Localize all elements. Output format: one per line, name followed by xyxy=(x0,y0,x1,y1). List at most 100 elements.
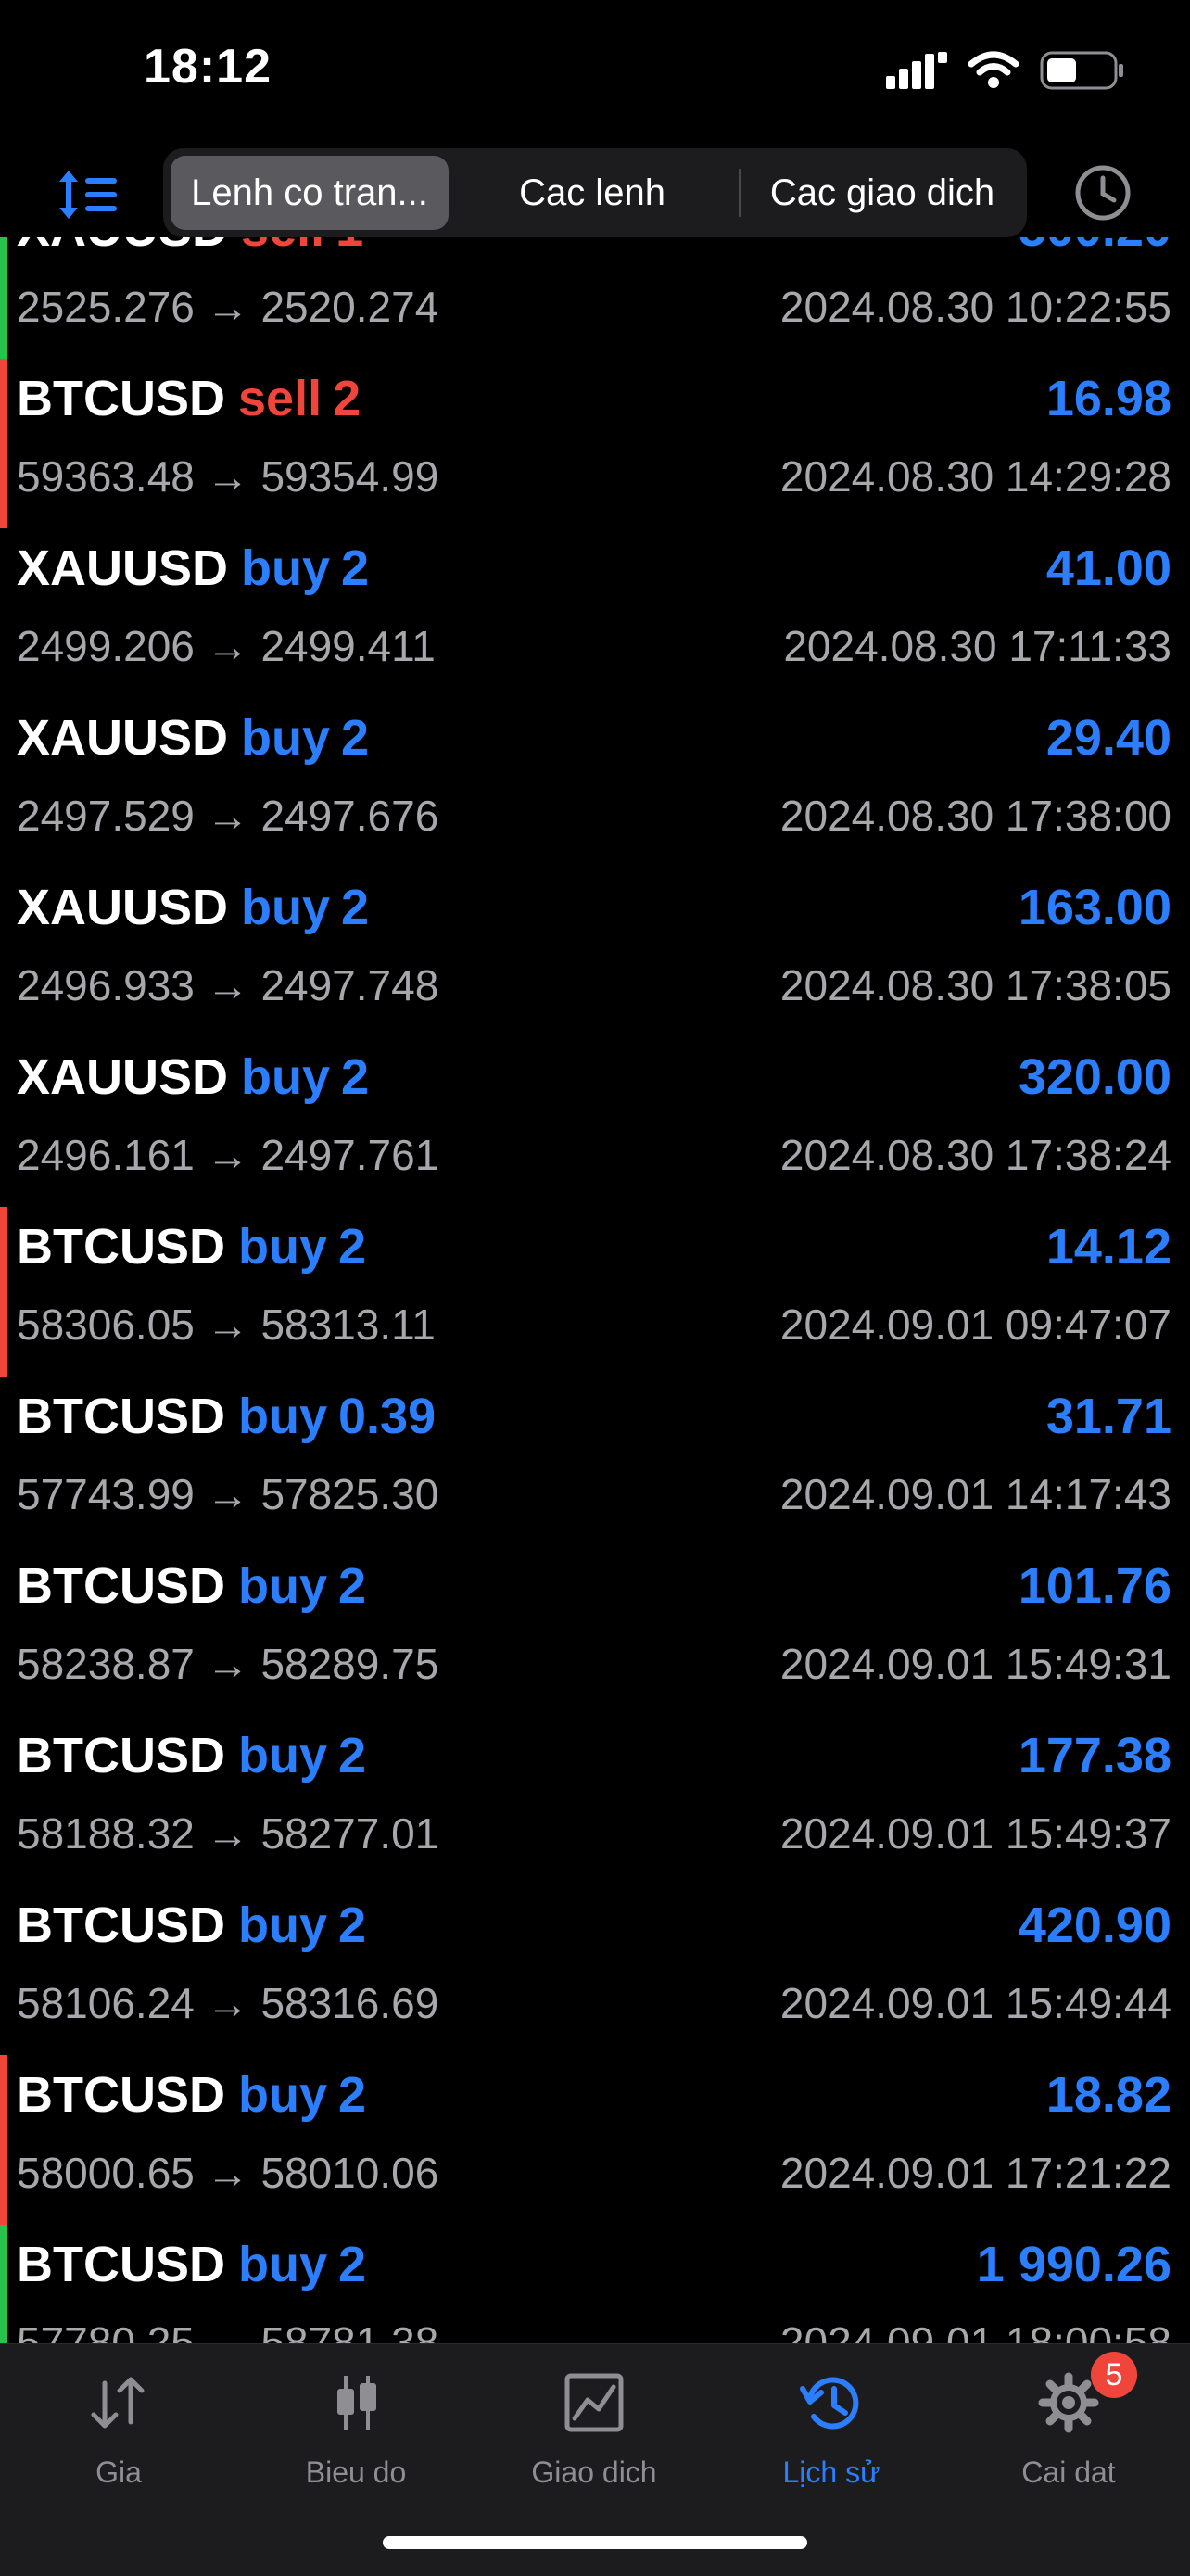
trade-symbol: BTCUSD xyxy=(17,1728,225,1783)
open-price: 58106.24 xyxy=(17,1979,195,2027)
arrow-right-icon: → xyxy=(194,1131,261,1179)
tab-settings[interactable]: Cai dat xyxy=(994,2370,1143,2490)
segment-orders[interactable]: Cac lenh xyxy=(519,172,665,213)
signal-icon xyxy=(886,52,947,89)
trade-marker xyxy=(0,359,7,528)
open-price: 2525.276 xyxy=(17,283,195,331)
trade-row[interactable]: BTCUSD buy 2 14.12 58306.05 → 58313.11 2024.0… xyxy=(0,1207,1190,1377)
trade-symbol-line: BTCUSD buy 0.39 xyxy=(17,1388,436,1445)
trade-symbol-line: XAUUSD sell 1 xyxy=(17,237,363,258)
open-price: 57743.99 xyxy=(17,1470,195,1518)
trade-volume: 2 xyxy=(333,371,361,426)
tab-quotes[interactable]: Gia xyxy=(44,2370,193,2490)
battery-icon xyxy=(1040,51,1123,90)
open-price: 2496.161 xyxy=(17,1131,195,1179)
home-indicator[interactable] xyxy=(383,2536,807,2549)
trade-side: buy xyxy=(238,1219,328,1275)
trade-prices: 2496.933 → 2497.748 xyxy=(17,960,438,1010)
trade-symbol-line: XAUUSD buy 2 xyxy=(17,539,369,597)
trade-row[interactable]: XAUUSD buy 2 320.00 2496.161 → 2497.761 2024.… xyxy=(0,1037,1190,1207)
trade-volume: 2 xyxy=(341,880,370,935)
trade-row[interactable]: XAUUSD buy 2 29.40 2497.529 → 2497.676 2024.0… xyxy=(0,698,1190,868)
trade-time: 2024.08.30 17:38:00 xyxy=(779,792,1171,840)
trade-prices: 2497.529 → 2497.676 xyxy=(17,791,438,841)
trade-symbol: XAUUSD xyxy=(17,1049,229,1105)
trade-symbol-line: XAUUSD buy 2 xyxy=(17,709,369,767)
tab-trade-label: Giao dich xyxy=(531,2455,657,2489)
trade-profit: 101.76 xyxy=(1018,1558,1171,1614)
trade-symbol-line: BTCUSD buy 2 xyxy=(17,1727,366,1784)
clock-icon[interactable] xyxy=(1073,163,1133,222)
arrow-right-icon: → xyxy=(194,792,261,840)
close-price: 57825.30 xyxy=(260,1470,439,1518)
trade-symbol: XAUUSD xyxy=(17,710,229,766)
trade-time: 2024.08.30 17:38:24 xyxy=(779,1131,1171,1179)
trade-prices: 58306.05 → 58313.11 xyxy=(17,1300,436,1350)
trade-row[interactable]: BTCUSD buy 2 177.38 58188.32 → 58277.01 2024.… xyxy=(0,1716,1190,1885)
trade-time: 2024.09.01 09:47:07 xyxy=(779,1301,1171,1349)
trade-time: 2024.08.30 17:38:05 xyxy=(779,961,1171,1009)
trade-row[interactable]: BTCUSD buy 2 1 990.26 57780.25 → 58781.38 202… xyxy=(0,2225,1190,2343)
tab-history-label: Lịch sử xyxy=(782,2455,880,2489)
close-price: 2497.676 xyxy=(260,792,439,840)
trade-row[interactable]: BTCUSD buy 0.39 31.71 57743.99 → 57825.30 202… xyxy=(0,1377,1190,1546)
trade-marker xyxy=(0,1377,7,1546)
trade-symbol: BTCUSD xyxy=(17,2067,225,2123)
trade-row[interactable]: XAUUSD buy 2 163.00 2496.933 → 2497.748 2024.… xyxy=(0,868,1190,1037)
trade-prices: 58188.32 → 58277.01 xyxy=(17,1808,438,1859)
trade-row[interactable]: BTCUSD sell 2 16.98 59363.48 → 59354.99 2024.… xyxy=(0,359,1190,528)
arrow-right-icon: → xyxy=(194,961,261,1009)
segment-positions[interactable]: Lenh co tran... xyxy=(171,156,449,230)
arrow-right-icon: → xyxy=(194,1979,261,2027)
trade-side: sell xyxy=(238,371,323,426)
trade-time: 2024.08.30 10:22:55 xyxy=(779,283,1171,331)
trade-symbol-line: BTCUSD buy 2 xyxy=(17,1218,366,1275)
trade-prices: 2499.206 → 2499.411 xyxy=(17,621,436,671)
tab-quotes-label: Gia xyxy=(95,2455,142,2489)
trade-side: buy xyxy=(241,540,331,596)
trade-marker xyxy=(0,237,7,359)
trade-row[interactable]: XAUUSD sell 1 500.20 2525.276 → 2520.274 2024… xyxy=(0,237,1190,359)
trade-side: buy xyxy=(238,1558,328,1614)
gear-icon xyxy=(1038,2372,1099,2433)
trade-volume: 2 xyxy=(338,2067,367,2123)
trade-time: 2024.09.01 15:49:44 xyxy=(779,1979,1171,2027)
trade-row[interactable]: XAUUSD buy 2 41.00 2499.206 → 2499.411 2024.0… xyxy=(0,528,1190,698)
tab-charts[interactable]: Bieu do xyxy=(282,2370,430,2490)
trade-profit: 420.90 xyxy=(1018,1897,1171,1953)
trade-time: 2024.08.30 14:29:28 xyxy=(779,452,1171,501)
trade-symbol: BTCUSD xyxy=(17,2237,225,2292)
arrow-right-icon: → xyxy=(194,622,261,670)
tab-history[interactable]: Lịch sử xyxy=(757,2370,905,2490)
trade-row[interactable]: BTCUSD buy 2 18.82 58000.65 → 58010.06 2024.0… xyxy=(0,2055,1190,2225)
segment-divider xyxy=(739,169,741,217)
trade-prices: 2496.161 → 2497.761 xyxy=(17,1130,438,1180)
tab-trade[interactable]: Giao dich xyxy=(520,2370,668,2490)
trade-time: 2024.09.01 14:17:43 xyxy=(779,1470,1171,1518)
trade-symbol-line: BTCUSD buy 2 xyxy=(17,1897,366,1954)
status-bar: 18:12 xyxy=(0,0,1190,139)
trade-prices: 58238.87 → 58289.75 xyxy=(17,1639,438,1689)
trade-side: buy xyxy=(241,1049,331,1105)
trade-side: sell xyxy=(241,237,324,257)
trade-prices: 59363.48 → 59354.99 xyxy=(17,451,438,501)
trade-profit: 14.12 xyxy=(1045,1219,1171,1275)
trade-symbol-line: BTCUSD buy 2 xyxy=(17,1557,366,1615)
trade-marker xyxy=(0,1885,7,2055)
trade-symbol-line: BTCUSD sell 2 xyxy=(17,370,361,427)
trade-time: 2024.09.01 17:21:22 xyxy=(779,2149,1171,2197)
sort-icon[interactable] xyxy=(56,167,120,222)
trade-marker xyxy=(0,1546,7,1716)
trade-history-list[interactable]: XAUUSD sell 1 500.20 2525.276 → 2520.274 2024… xyxy=(0,237,1190,2343)
trade-row[interactable]: BTCUSD buy 2 420.90 58106.24 → 58316.69 2024.… xyxy=(0,1885,1190,2055)
trade-symbol: XAUUSD xyxy=(17,540,229,596)
trade-symbol-line: XAUUSD buy 2 xyxy=(17,1048,369,1106)
status-icons xyxy=(886,44,1125,96)
trade-side: buy xyxy=(238,1728,328,1783)
trade-symbol: BTCUSD xyxy=(17,1219,225,1275)
trade-row[interactable]: BTCUSD buy 2 101.76 58238.87 → 58289.75 2024.… xyxy=(0,1546,1190,1716)
open-price: 59363.48 xyxy=(17,452,195,501)
trade-symbol: XAUUSD xyxy=(17,880,229,935)
segment-deals[interactable]: Cac giao dich xyxy=(769,172,995,213)
close-price: 58313.11 xyxy=(260,1301,436,1349)
